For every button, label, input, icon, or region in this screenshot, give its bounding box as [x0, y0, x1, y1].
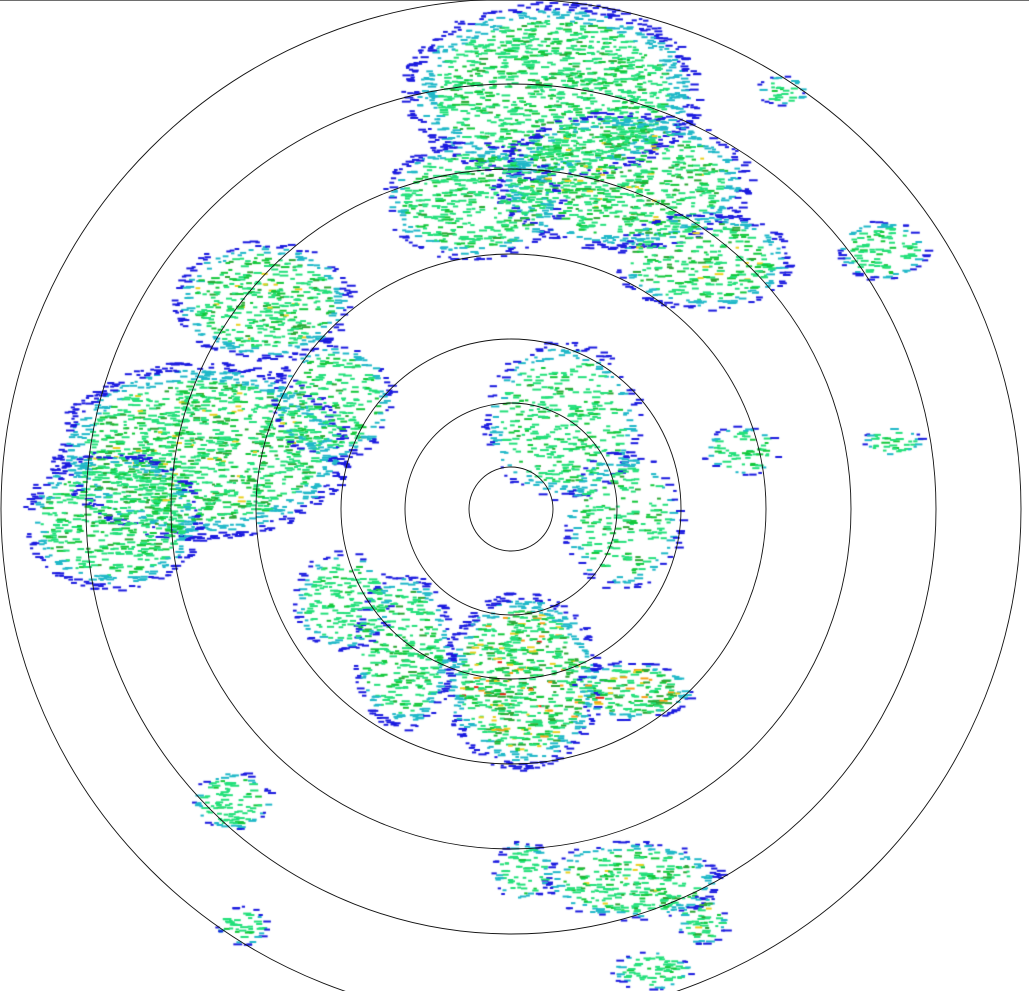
- range-ring-5: [170, 168, 852, 850]
- range-ring-2: [404, 402, 618, 616]
- range-ring-3: [340, 338, 682, 680]
- range-ring-6: [85, 83, 937, 935]
- range-ring-1: [468, 466, 554, 552]
- range-ring-4: [255, 253, 767, 765]
